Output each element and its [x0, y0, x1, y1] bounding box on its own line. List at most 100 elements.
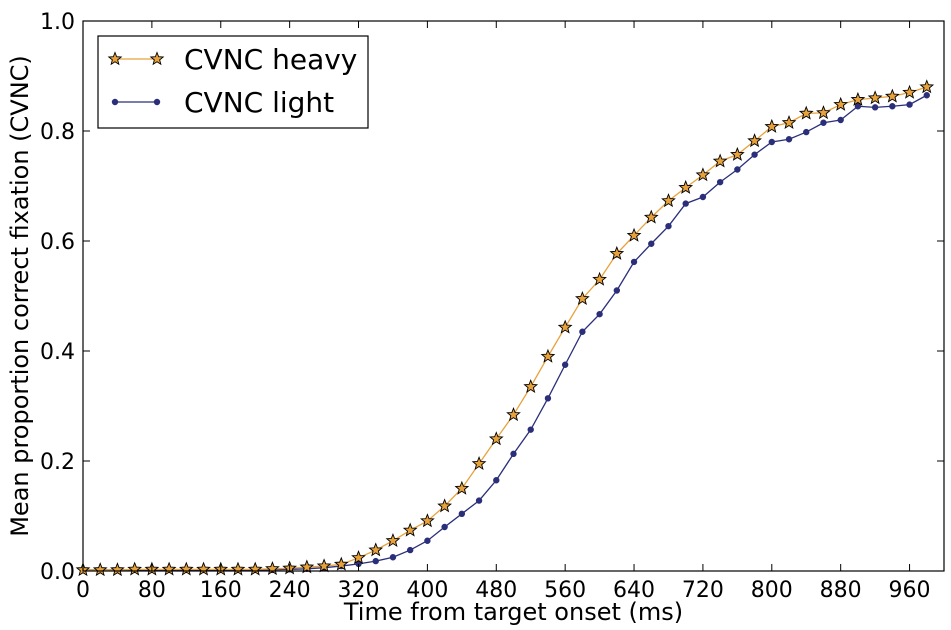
data-point-cvnc-heavy — [402, 522, 418, 537]
data-point-cvnc-heavy — [368, 542, 384, 557]
legend-marker — [111, 98, 119, 106]
series-cvnc-light — [79, 92, 930, 574]
data-point-cvnc-light — [803, 128, 810, 136]
data-point-cvnc-light — [389, 554, 397, 561]
data-point-cvnc-light — [510, 450, 517, 458]
data-point-cvnc-light — [630, 258, 638, 266]
data-point-cvnc-heavy — [833, 96, 849, 111]
y-tick-label: 0.4 — [40, 340, 75, 365]
data-point-cvnc-heavy — [730, 146, 745, 161]
data-point-cvnc-heavy — [178, 561, 194, 576]
data-point-cvnc-heavy — [643, 209, 659, 224]
data-point-cvnc-light — [906, 101, 913, 108]
legend-box — [97, 35, 369, 129]
data-point-cvnc-heavy — [488, 431, 504, 446]
data-point-cvnc-heavy — [333, 556, 349, 571]
legend-label: CVNC heavy — [184, 43, 357, 76]
data-point-cvnc-heavy — [471, 456, 487, 471]
data-point-cvnc-heavy — [316, 558, 332, 573]
data-point-cvnc-heavy — [678, 179, 694, 194]
data-point-cvnc-light — [665, 222, 672, 230]
data-point-cvnc-heavy — [764, 118, 780, 133]
data-point-cvnc-heavy — [850, 91, 866, 106]
series-layer — [75, 79, 935, 577]
x-tick-label: 640 — [613, 578, 655, 603]
data-point-cvnc-light — [458, 510, 466, 517]
x-tick-label: 160 — [200, 578, 242, 603]
legend-marker — [149, 51, 165, 66]
data-point-cvnc-light — [889, 103, 896, 110]
data-point-cvnc-light — [561, 361, 569, 368]
data-point-cvnc-heavy — [902, 84, 917, 99]
data-point-cvnc-heavy — [867, 90, 883, 105]
data-point-cvnc-heavy — [385, 533, 401, 548]
data-point-cvnc-light — [596, 310, 603, 318]
series-line-cvnc-light — [83, 94, 928, 571]
data-point-cvnc-heavy — [781, 115, 797, 130]
x-tick-label: 800 — [751, 578, 793, 603]
y-axis-title: Mean proportion correct fixation (CVNC) — [6, 55, 34, 537]
data-point-cvnc-heavy — [161, 561, 177, 576]
data-point-cvnc-light — [372, 557, 379, 565]
data-point-cvnc-light — [820, 119, 827, 126]
data-point-cvnc-heavy — [609, 245, 625, 260]
data-point-cvnc-heavy — [626, 227, 642, 242]
data-point-cvnc-light — [837, 116, 844, 124]
legend-marker — [107, 51, 123, 66]
data-point-cvnc-light — [648, 240, 655, 247]
y-tick-label: 0.0 — [40, 560, 75, 585]
y-tick-label: 0.8 — [40, 120, 75, 145]
x-tick-label: 400 — [406, 578, 448, 603]
data-point-cvnc-heavy — [506, 407, 521, 422]
x-tick-label: 0 — [76, 578, 90, 603]
data-point-cvnc-light — [734, 166, 741, 173]
data-point-cvnc-heavy — [196, 561, 211, 576]
data-point-cvnc-light — [871, 104, 879, 111]
data-point-cvnc-heavy — [540, 348, 556, 363]
data-point-cvnc-light — [751, 151, 758, 158]
data-point-cvnc-light — [475, 497, 483, 504]
x-tick-label: 480 — [475, 578, 517, 603]
legend: CVNC heavy CVNC light — [97, 35, 369, 129]
legend-entry-cvnc-heavy: CVNC heavy — [107, 43, 357, 76]
data-point-cvnc-heavy — [557, 319, 573, 334]
data-point-cvnc-heavy — [575, 291, 590, 306]
data-point-cvnc-heavy — [299, 559, 315, 574]
data-point-cvnc-light — [406, 546, 414, 554]
data-point-cvnc-heavy — [816, 105, 831, 120]
data-point-cvnc-heavy — [712, 153, 728, 168]
y-tick-label: 1.0 — [40, 10, 75, 35]
ticks-layer: 0 80 160 240 320 400 480 560 640 720 800 880 960 0.0 0… — [40, 10, 944, 603]
data-point-cvnc-heavy — [247, 561, 263, 576]
x-tick-label: 560 — [544, 578, 586, 603]
data-point-cvnc-heavy — [110, 562, 125, 577]
data-point-cvnc-heavy — [523, 379, 539, 394]
data-point-cvnc-light — [493, 477, 500, 484]
legend-entries: CVNC heavy CVNC light — [107, 43, 357, 119]
data-point-cvnc-light — [441, 523, 448, 531]
data-point-cvnc-heavy — [919, 79, 935, 94]
data-point-cvnc-heavy — [884, 88, 900, 103]
x-tick-label: 320 — [338, 578, 380, 603]
data-point-cvnc-light — [613, 287, 621, 294]
data-point-cvnc-heavy — [127, 561, 143, 576]
data-point-cvnc-heavy — [92, 562, 108, 577]
data-point-cvnc-light — [527, 426, 534, 433]
y-tick-label: 0.2 — [40, 450, 75, 475]
series-line-cvnc-heavy — [83, 86, 927, 571]
data-point-cvnc-light — [854, 103, 862, 110]
x-tick-label: 240 — [269, 578, 311, 603]
y-tick-label: 0.6 — [40, 230, 75, 255]
data-point-cvnc-heavy — [798, 105, 814, 120]
data-point-cvnc-heavy — [695, 167, 711, 182]
data-point-cvnc-heavy — [351, 550, 366, 565]
data-point-cvnc-light — [716, 178, 724, 186]
x-axis-title: Time from target onset (ms) — [343, 598, 683, 626]
data-point-cvnc-heavy — [454, 480, 470, 495]
data-point-cvnc-heavy — [661, 193, 676, 208]
legend-label: CVNC light — [184, 86, 334, 119]
plot-frame — [82, 20, 945, 572]
data-point-cvnc-heavy — [420, 513, 435, 528]
data-point-cvnc-heavy — [437, 498, 452, 513]
x-tick-label: 720 — [682, 578, 724, 603]
